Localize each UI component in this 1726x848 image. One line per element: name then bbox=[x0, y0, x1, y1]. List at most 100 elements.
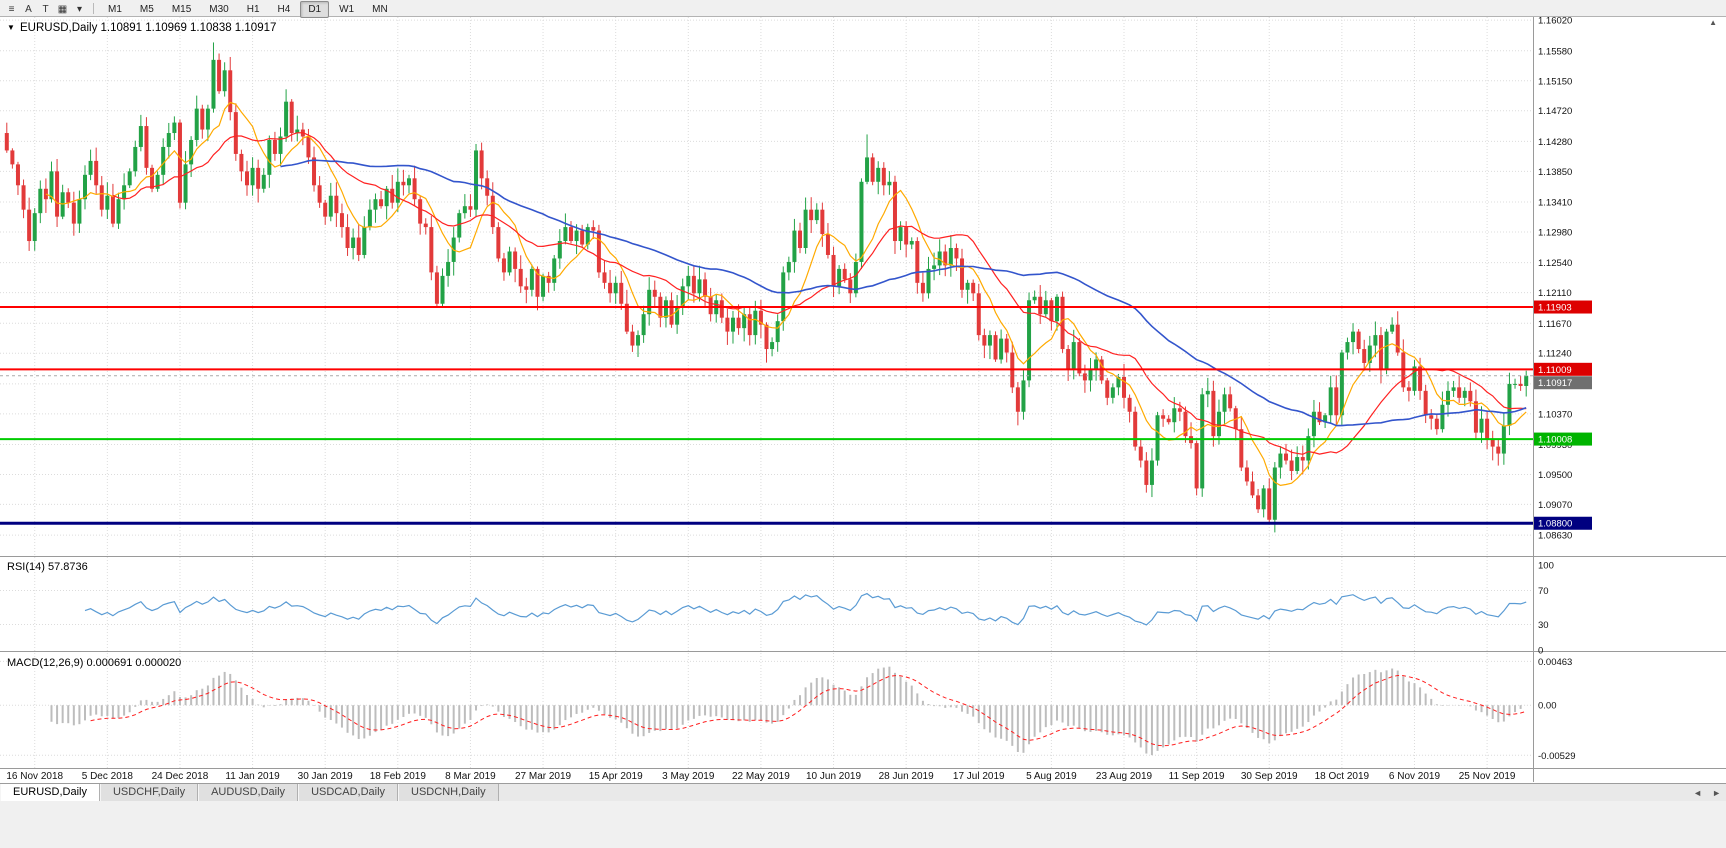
ma-fast-line bbox=[45, 101, 1527, 487]
x-axis-label: 16 Nov 2018 bbox=[6, 771, 63, 782]
price-axis-label: 1.13850 bbox=[1538, 167, 1572, 178]
macd-label: MACD(12,26,9) 0.000691 0.000020 bbox=[7, 657, 181, 669]
rsi-label: RSI(14) 57.8736 bbox=[7, 561, 88, 573]
price-axis-label: 1.10370 bbox=[1538, 409, 1572, 420]
macd-axis-label: -0.00529 bbox=[1538, 751, 1576, 762]
price-tag-1.10008: 1.10008 bbox=[1534, 432, 1592, 446]
price-axis-label: 1.14720 bbox=[1538, 106, 1572, 117]
x-axis-label: 22 May 2019 bbox=[732, 771, 790, 782]
macd-histogram bbox=[50, 666, 1528, 756]
templates-icon[interactable]: ▦ bbox=[57, 4, 68, 15]
price-tag-1.11903: 1.11903 bbox=[1534, 300, 1592, 314]
rsi-axis-label: 100 bbox=[1538, 561, 1554, 572]
ma-mid-line bbox=[112, 132, 1527, 455]
tabbar-spacer bbox=[499, 784, 1689, 801]
panel-separators bbox=[0, 17, 1726, 782]
svg-text:1.08800: 1.08800 bbox=[1538, 519, 1572, 530]
x-axis: 16 Nov 2018 5 Dec 2018 24 Dec 2018 11 Jan 2… bbox=[6, 771, 1516, 782]
macd-signal-line bbox=[90, 674, 1527, 747]
chart-list-icon[interactable]: ≡ bbox=[8, 4, 15, 15]
timeframe-button-h4[interactable]: H4 bbox=[277, 3, 291, 15]
dropdown-caret-icon[interactable]: ▾ bbox=[76, 4, 83, 15]
tab-usdcad-daily[interactable]: USDCAD,Daily bbox=[298, 784, 399, 801]
x-axis-label: 17 Jul 2019 bbox=[953, 771, 1005, 782]
price-axis-label: 1.15150 bbox=[1538, 76, 1572, 87]
chart-menu-icon[interactable]: ▼ bbox=[7, 23, 15, 32]
tab-audusd-daily[interactable]: AUDUSD,Daily bbox=[198, 784, 299, 801]
tab-scroll-right-icon[interactable]: ► bbox=[1712, 788, 1721, 798]
price-axis-label: 1.09500 bbox=[1538, 470, 1572, 481]
text-tool-icon[interactable]: T bbox=[42, 4, 49, 15]
x-axis-label: 30 Sep 2019 bbox=[1241, 771, 1298, 782]
price-axis-label: 1.11240 bbox=[1538, 349, 1572, 360]
price-axis-label: 1.12980 bbox=[1538, 227, 1572, 238]
price-axis-label: 1.12540 bbox=[1538, 258, 1572, 269]
x-axis-label: 5 Dec 2018 bbox=[82, 771, 134, 782]
x-axis-label: 15 Apr 2019 bbox=[589, 771, 643, 782]
current-price-tag: 1.10917 bbox=[1534, 376, 1592, 390]
timeframe-button-w1[interactable]: W1 bbox=[339, 3, 355, 15]
x-axis-label: 18 Oct 2019 bbox=[1315, 771, 1370, 782]
timeframe-button-m15[interactable]: M15 bbox=[171, 3, 192, 15]
x-axis-label: 28 Jun 2019 bbox=[879, 771, 934, 782]
x-axis-label: 8 Mar 2019 bbox=[445, 771, 496, 782]
svg-text:1.11009: 1.11009 bbox=[1538, 365, 1572, 376]
x-axis-label: 11 Sep 2019 bbox=[1169, 771, 1225, 782]
x-axis-label: 30 Jan 2019 bbox=[298, 771, 353, 782]
x-axis-label: 11 Jan 2019 bbox=[225, 771, 280, 782]
moving-averages bbox=[45, 101, 1527, 487]
x-axis-label: 10 Jun 2019 bbox=[806, 771, 861, 782]
price-axis-label: 1.12110 bbox=[1538, 288, 1572, 299]
chart-tabs: EURUSD,Daily USDCHF,Daily AUDUSD,Daily USDC… bbox=[0, 784, 499, 801]
x-axis-label: 3 May 2019 bbox=[662, 771, 715, 782]
x-axis-label: 27 Mar 2019 bbox=[515, 771, 572, 782]
rsi-axis-label: 0 bbox=[1538, 646, 1543, 657]
chart-header-ohlc: EURUSD,Daily 1.10891 1.10969 1.10838 1.1… bbox=[20, 22, 276, 34]
price-axis-label: 1.09070 bbox=[1538, 500, 1572, 511]
chart-canvas[interactable]: 1.16020 1.15580 1.15150 1.14720 1.14280 1.138… bbox=[0, 0, 1726, 783]
timeframe-button-m5[interactable]: M5 bbox=[139, 3, 154, 15]
macd-axis-label: 0.00463 bbox=[1538, 657, 1572, 668]
rsi-line bbox=[84, 592, 1527, 626]
svg-text:1.11903: 1.11903 bbox=[1538, 303, 1572, 314]
timeframe-button-mn[interactable]: MN bbox=[372, 3, 388, 15]
x-axis-label: 5 Aug 2019 bbox=[1026, 771, 1077, 782]
tab-scroll-left-icon[interactable]: ◄ bbox=[1693, 788, 1703, 798]
timeframe-button-m1[interactable]: M1 bbox=[108, 3, 122, 15]
macd-panel bbox=[50, 666, 1528, 756]
x-axis-label: 24 Dec 2018 bbox=[152, 771, 209, 782]
x-axis-label: 25 Nov 2019 bbox=[1459, 771, 1516, 782]
price-axis-label: 1.15580 bbox=[1538, 46, 1572, 57]
toolbar-separator bbox=[93, 2, 94, 14]
x-axis-label: 23 Aug 2019 bbox=[1096, 771, 1153, 782]
price-axis-label: 1.08630 bbox=[1538, 531, 1572, 542]
price-axis-label: 1.16020 bbox=[1538, 16, 1572, 27]
scroll-up-icon[interactable]: ▲ bbox=[1709, 18, 1717, 27]
chart-tab-bar: EURUSD,Daily USDCHF,Daily AUDUSD,Daily USDC… bbox=[0, 783, 1726, 801]
timeframe-button-d1[interactable]: D1 bbox=[300, 0, 330, 18]
x-axis-label: 18 Feb 2019 bbox=[370, 771, 427, 782]
timeframe-button-m30[interactable]: M30 bbox=[209, 3, 229, 15]
ma-slow-line bbox=[280, 159, 1527, 427]
annotation-a-icon[interactable]: A bbox=[25, 4, 32, 15]
svg-text:1.10008: 1.10008 bbox=[1538, 435, 1572, 446]
macd-axis-label: 0.00 bbox=[1538, 701, 1557, 712]
candlestick-series bbox=[4, 42, 1529, 533]
timeframe-button-h1[interactable]: H1 bbox=[246, 3, 260, 15]
rsi-panel bbox=[84, 592, 1527, 626]
top-toolbar: ≡ A T ▦ ▾ M1 M5 M15 M30 H1 H4 D1 W1 MN bbox=[0, 0, 1726, 18]
price-axis-label: 1.13410 bbox=[1538, 198, 1572, 209]
price-axis-label: 1.11670 bbox=[1538, 319, 1572, 330]
rsi-axis-label: 70 bbox=[1538, 586, 1549, 597]
tab-usdchf-daily[interactable]: USDCHF,Daily bbox=[99, 784, 199, 801]
rsi-axis-label: 30 bbox=[1538, 620, 1549, 631]
svg-text:1.10917: 1.10917 bbox=[1538, 378, 1572, 389]
tab-eurusd-daily[interactable]: EURUSD,Daily bbox=[0, 784, 100, 801]
price-tag-1.11009: 1.11009 bbox=[1534, 362, 1592, 376]
toolbar-icon-group: ≡ A T ▦ ▾ bbox=[3, 0, 88, 17]
timeframe-button-group: M1 M5 M15 M30 H1 H4 D1 W1 MN bbox=[99, 0, 397, 18]
tab-usdcnh-daily[interactable]: USDCNH,Daily bbox=[398, 784, 499, 801]
price-axis-label: 1.14280 bbox=[1538, 137, 1572, 148]
x-axis-label: 6 Nov 2019 bbox=[1389, 771, 1441, 782]
